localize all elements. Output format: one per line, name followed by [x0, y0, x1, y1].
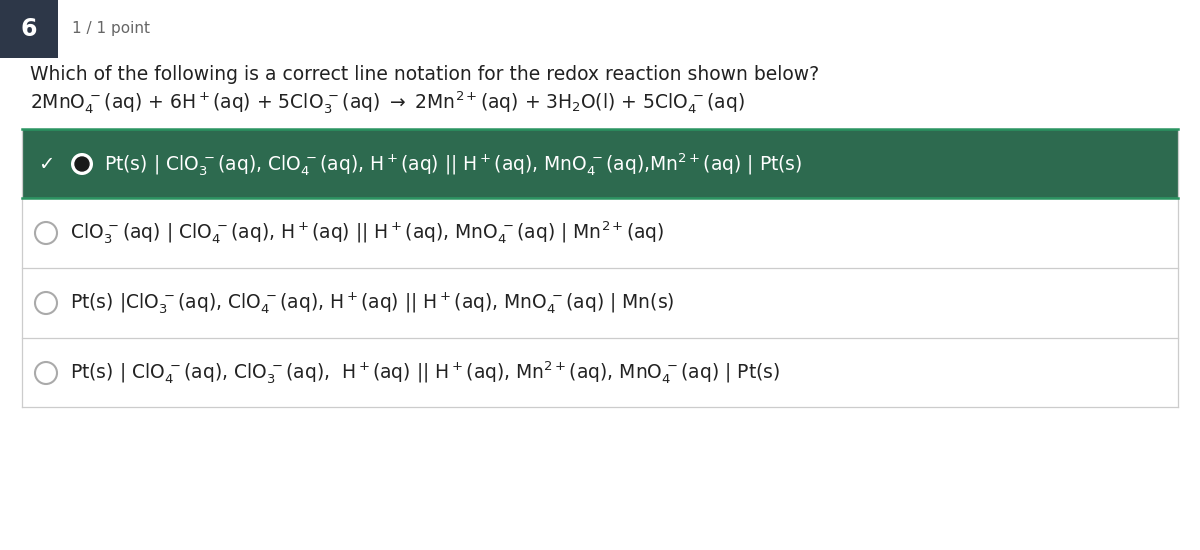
Text: Pt(s) |ClO$_3^{\,-}$(aq), ClO$_4^{\,-}$(aq), H$^+$(aq) || H$^+$(aq), MnO$_4^{\,-: Pt(s) |ClO$_3^{\,-}$(aq), ClO$_4^{\,-}$(…	[70, 290, 674, 316]
FancyBboxPatch shape	[0, 0, 58, 58]
Text: Which of the following is a correct line notation for the redox reaction shown b: Which of the following is a correct line…	[30, 64, 820, 84]
Text: ClO$_3^{\,-}$(aq) | ClO$_4^{\,-}$(aq), H$^+$(aq) || H$^+$(aq), MnO$_4^{\,-}$(aq): ClO$_3^{\,-}$(aq) | ClO$_4^{\,-}$(aq), H…	[70, 219, 665, 246]
Text: 6: 6	[20, 17, 37, 41]
Text: Pt(s) | ClO$_4^{\,-}$(aq), ClO$_3^{\,-}$(aq),  H$^+$(aq) || H$^+$(aq), Mn$^{2+}$: Pt(s) | ClO$_4^{\,-}$(aq), ClO$_3^{\,-}$…	[70, 360, 780, 387]
Circle shape	[35, 222, 58, 244]
Text: Pt(s) | ClO$_3^{\,-}$(aq), ClO$_4^{\,-}$(aq), H$^+$(aq) || H$^+$(aq), MnO$_4^{\,: Pt(s) | ClO$_3^{\,-}$(aq), ClO$_4^{\,-}$…	[104, 151, 803, 178]
Circle shape	[35, 292, 58, 314]
Text: ✓: ✓	[38, 155, 54, 173]
Circle shape	[74, 157, 89, 171]
FancyBboxPatch shape	[22, 129, 1178, 198]
Text: 1 / 1 point: 1 / 1 point	[72, 21, 150, 36]
Circle shape	[35, 362, 58, 384]
Text: 2MnO$_4^{\,-}$(aq) + 6H$^+$(aq) + 5ClO$_3^{\,-}$(aq) $\rightarrow$ 2Mn$^{2+}$(aq: 2MnO$_4^{\,-}$(aq) + 6H$^+$(aq) + 5ClO$_…	[30, 89, 745, 115]
Circle shape	[71, 153, 94, 175]
